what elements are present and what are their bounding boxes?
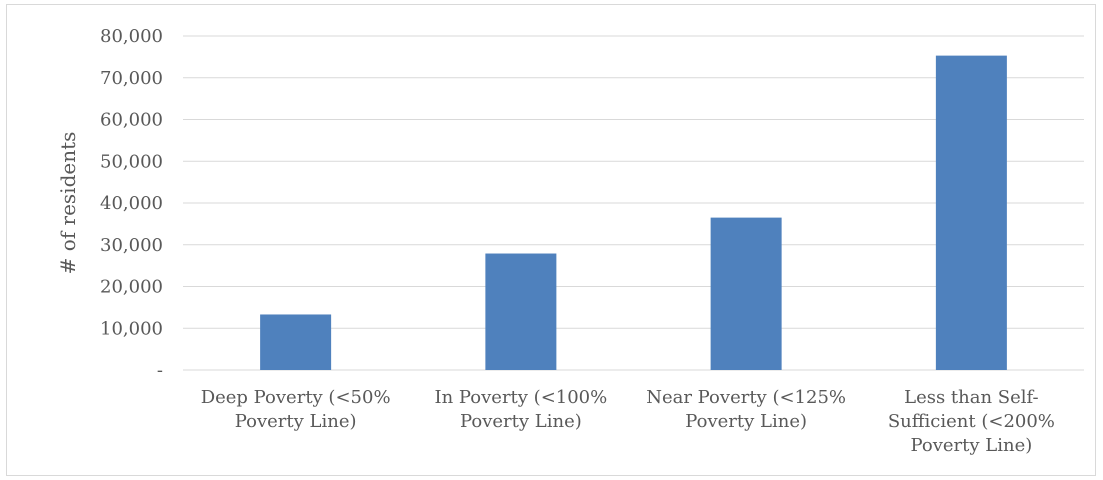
x-category-label: Near Poverty (<125% Poverty Line)	[646, 387, 846, 432]
y-tick-label: 50,000	[100, 151, 163, 172]
y-tick-label: 70,000	[100, 68, 163, 89]
y-tick-label: 60,000	[100, 110, 163, 131]
bar	[710, 217, 782, 370]
x-category-label: Deep Poverty (<50% Poverty Line)	[201, 387, 391, 432]
bars	[260, 55, 1007, 371]
y-tick-label: 30,000	[100, 235, 163, 256]
y-tick-label: -	[157, 360, 163, 381]
bar	[935, 55, 1007, 371]
y-tick-label: 40,000	[100, 193, 163, 214]
y-axis-title: # of residents	[56, 132, 80, 275]
gridlines	[183, 35, 1084, 371]
y-tick-label: 20,000	[100, 277, 163, 298]
y-tick-labels: - 10,000 20,000 30,000 40,000 50,000 60,000 70,…	[100, 26, 163, 381]
bar	[485, 253, 557, 370]
bar	[260, 314, 332, 370]
x-category-label: Less than Self-Sufficient (<200% Poverty …	[888, 387, 1055, 456]
bar-chart: - 10,000 20,000 30,000 40,000 50,000 60,000 70,…	[56, 26, 1084, 456]
y-tick-label: 10,000	[100, 318, 163, 339]
y-tick-label: 80,000	[100, 26, 163, 47]
x-category-labels: Deep Poverty (<50% Poverty Line) In Povert…	[201, 387, 1055, 456]
chart-frame: - 10,000 20,000 30,000 40,000 50,000 60,000 70,…	[6, 4, 1096, 476]
x-category-label: In Poverty (<100% Poverty Line)	[434, 387, 607, 432]
